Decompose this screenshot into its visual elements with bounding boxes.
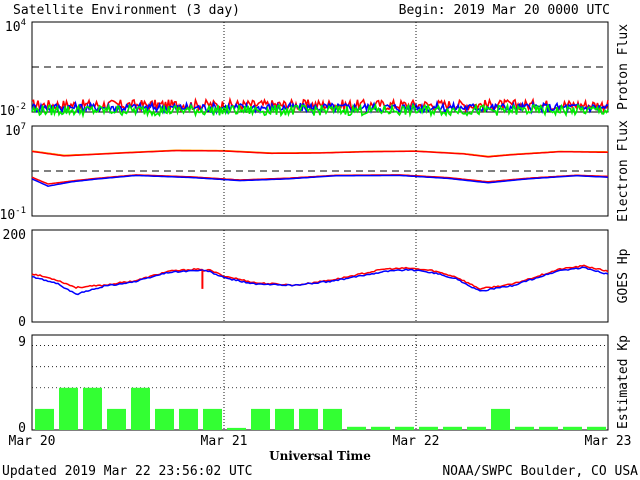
- chart-title: Satellite Environment (3 day): [13, 3, 240, 18]
- kp-bar: [587, 426, 606, 430]
- kp-bar: [179, 408, 198, 430]
- proton-flux-axis-label: Proton Flux: [616, 24, 631, 110]
- kp-bar: [371, 426, 390, 430]
- goes-hp-ytick-bottom: 0: [18, 315, 26, 330]
- proton-flux-ytick-top: 104: [5, 18, 26, 35]
- electron-flux-ytick-bottom: 10-1: [0, 206, 26, 223]
- electron-flux-panel: 107 10-1 Electron Flux: [0, 120, 631, 223]
- kp-bar: [299, 408, 318, 430]
- electron-flux-line: [31, 174, 609, 187]
- proton-flux-ytick-bottom: 10-2: [0, 102, 26, 119]
- electron-flux-ytick-top: 107: [5, 122, 26, 139]
- kp-bars: [32, 345, 608, 430]
- kp-bar: [347, 426, 366, 430]
- credit-label: NOAA/SWPC Boulder, CO USA: [442, 464, 638, 479]
- kp-bar: [563, 426, 582, 430]
- goes-hp-frame: [31, 229, 609, 323]
- xtick-label-mar22: Mar 22: [393, 434, 440, 449]
- begin-time-label: Begin: 2019 Mar 20 0000 UTC: [399, 3, 610, 18]
- proton-flux-series: [31, 66, 609, 119]
- electron-flux-series: [31, 149, 609, 187]
- proton-flux-line: [31, 102, 609, 119]
- kp-bar: [203, 408, 222, 430]
- day-separator-lines: [223, 22, 417, 430]
- kp-bar: [323, 408, 342, 430]
- goes-hp-ytick-top: 200: [3, 228, 26, 243]
- electron-flux-axis-label: Electron Flux: [616, 120, 631, 222]
- kp-frame: [31, 334, 609, 431]
- goes-hp-panel: 200 0 GOES Hp: [3, 228, 631, 330]
- goes-hp-line: [31, 266, 609, 296]
- kp-bar: [251, 408, 270, 430]
- xtick-label-mar23: Mar 23: [585, 434, 632, 449]
- kp-bar: [83, 387, 102, 430]
- kp-bar: [515, 426, 534, 430]
- proton-flux-panel: 104 10-2 Proton Flux: [0, 18, 631, 119]
- kp-bar: [35, 408, 54, 430]
- kp-ytick-top: 9: [18, 335, 26, 350]
- kp-bar: [419, 426, 438, 430]
- kp-panel: 9 0 Estimated Kp: [18, 334, 631, 436]
- electron-flux-line: [31, 149, 608, 158]
- proton-flux-line: [31, 96, 609, 113]
- kp-bar: [467, 426, 486, 430]
- kp-axis-label: Estimated Kp: [616, 335, 631, 429]
- kp-bar: [59, 387, 78, 430]
- goes-hp-axis-label: GOES Hp: [616, 248, 631, 303]
- kp-ytick-bottom: 0: [18, 421, 26, 436]
- xtick-label-mar21: Mar 21: [201, 434, 248, 449]
- x-axis-title: Universal Time: [269, 449, 371, 463]
- kp-bar: [491, 408, 510, 430]
- kp-bar: [395, 426, 414, 430]
- kp-bar: [107, 408, 126, 430]
- kp-bar: [227, 427, 246, 430]
- kp-bar: [131, 387, 150, 430]
- kp-bar: [443, 426, 462, 430]
- updated-timestamp: Updated 2019 Mar 22 23:56:02 UTC: [2, 464, 252, 479]
- goes-hp-series: [31, 264, 609, 296]
- proton-flux-line: [31, 99, 609, 116]
- kp-bar: [275, 408, 294, 430]
- kp-bar: [155, 408, 174, 430]
- xtick-label-mar20: Mar 20: [9, 434, 56, 449]
- kp-bar: [539, 426, 558, 430]
